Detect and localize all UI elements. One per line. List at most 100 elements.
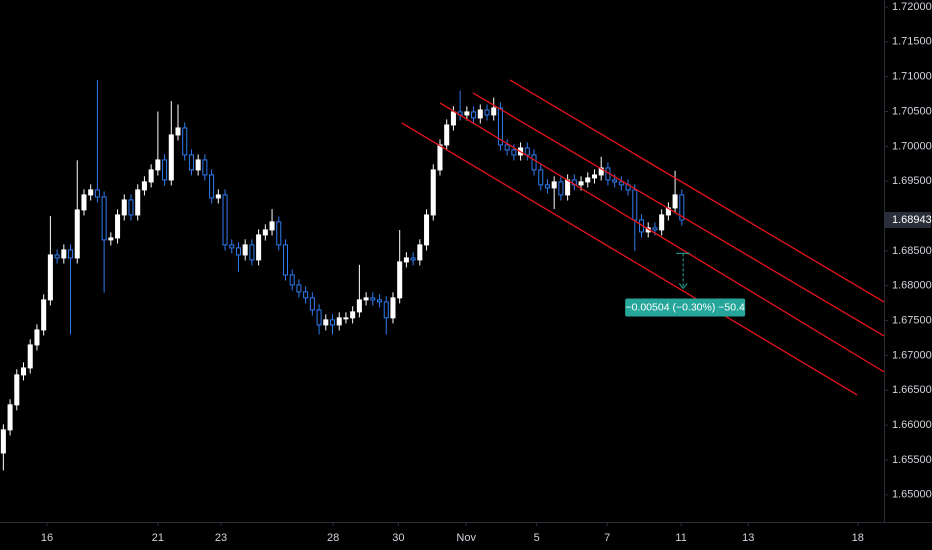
candle-body xyxy=(68,249,74,259)
candle-body xyxy=(383,301,389,319)
candle-body xyxy=(484,109,490,116)
candle-body xyxy=(598,167,604,176)
candle-body xyxy=(551,181,557,189)
candle-body xyxy=(585,177,591,183)
y-tick-label: 1.65000 xyxy=(892,489,932,501)
y-tick-label: 1.69500 xyxy=(892,175,932,187)
candle-body xyxy=(659,214,665,231)
candle-body xyxy=(377,299,383,303)
candle-body xyxy=(538,169,544,186)
x-tick-label: 18 xyxy=(852,532,864,544)
measure-arrow xyxy=(678,283,688,290)
candle-body xyxy=(242,244,248,256)
candle-body xyxy=(531,154,537,171)
candle-body xyxy=(565,179,571,196)
x-tick-label: 30 xyxy=(392,532,404,544)
candle-body xyxy=(115,214,121,239)
last-price-box xyxy=(885,212,931,229)
candle-body xyxy=(491,107,497,116)
candle-body xyxy=(81,194,87,211)
candle-body xyxy=(27,344,33,369)
candle-body xyxy=(558,181,564,196)
candle-body xyxy=(316,309,322,326)
candle-body xyxy=(94,189,100,198)
candle-body xyxy=(524,147,530,156)
candle-body xyxy=(195,159,201,171)
candle-body xyxy=(444,124,450,146)
x-tick-label: 21 xyxy=(152,532,164,544)
y-tick-label: 1.68500 xyxy=(892,245,932,257)
candle-body xyxy=(108,237,114,241)
candle-body xyxy=(47,254,53,301)
y-tick-label: 1.70500 xyxy=(892,105,932,117)
candle-body xyxy=(229,244,235,249)
candle-body xyxy=(101,196,107,241)
y-tick-label: 1.65500 xyxy=(892,454,932,466)
trend-line xyxy=(472,92,885,337)
candle-body xyxy=(343,317,349,320)
candle-body xyxy=(14,374,20,406)
candle-body xyxy=(148,169,154,183)
last-price-label: 1.68943 xyxy=(892,214,932,226)
trend-line xyxy=(509,79,885,303)
candle-body xyxy=(679,194,685,221)
candle-body xyxy=(652,227,658,231)
x-tick-label: 16 xyxy=(41,532,53,544)
candle-body xyxy=(74,209,80,259)
candle-body xyxy=(235,247,241,256)
candle-body xyxy=(578,181,584,186)
candle-body xyxy=(464,111,470,116)
candle-body xyxy=(34,329,40,346)
candle-body xyxy=(289,274,295,286)
candle-body xyxy=(356,299,362,313)
candle-body xyxy=(282,244,289,276)
candle-body xyxy=(20,367,27,376)
candle-body xyxy=(363,297,369,301)
candle-body xyxy=(471,111,477,119)
candle-body xyxy=(121,199,127,216)
candle-body xyxy=(128,199,134,216)
candle-body xyxy=(141,181,147,191)
candle-body xyxy=(296,284,302,293)
trend-line xyxy=(439,102,885,373)
candle-body xyxy=(504,144,510,151)
candle-body xyxy=(591,174,597,179)
candle-body xyxy=(155,159,161,171)
candle-body xyxy=(222,194,228,246)
y-tick-label: 1.72000 xyxy=(892,1,932,13)
candle-body xyxy=(370,297,376,301)
candle-body xyxy=(54,254,60,259)
candle-body xyxy=(618,181,624,186)
candle-body xyxy=(511,149,517,156)
candle-body xyxy=(612,179,618,183)
candle-body xyxy=(497,107,503,146)
candle-body xyxy=(188,154,194,171)
x-tick-label: Nov xyxy=(456,532,476,544)
candle-body xyxy=(417,244,423,261)
candle-body xyxy=(309,297,315,311)
trend-line xyxy=(401,122,858,396)
y-tick-label: 1.66500 xyxy=(892,384,932,396)
candle-body xyxy=(262,229,268,236)
candle-body xyxy=(61,249,67,259)
candle-body xyxy=(202,159,208,176)
candle-body xyxy=(269,221,275,231)
y-tick-label: 1.71000 xyxy=(892,71,932,83)
y-tick-label: 1.70000 xyxy=(892,140,932,152)
y-tick-label: 1.67000 xyxy=(892,349,932,361)
candle-body xyxy=(303,291,309,299)
candle-body xyxy=(215,194,221,199)
candle-body xyxy=(672,194,678,209)
candle-body xyxy=(544,184,550,189)
x-tick-label: 23 xyxy=(215,532,227,544)
y-tick-label: 1.68000 xyxy=(892,280,932,292)
candle-body xyxy=(336,317,342,326)
candle-body xyxy=(276,221,282,246)
candle-body xyxy=(256,234,262,261)
measure-label: −0.00504 (−0.30%) −50.4 xyxy=(625,302,745,314)
candle-body xyxy=(0,429,6,454)
x-tick-label: 11 xyxy=(675,532,686,544)
candle-body xyxy=(477,109,483,119)
